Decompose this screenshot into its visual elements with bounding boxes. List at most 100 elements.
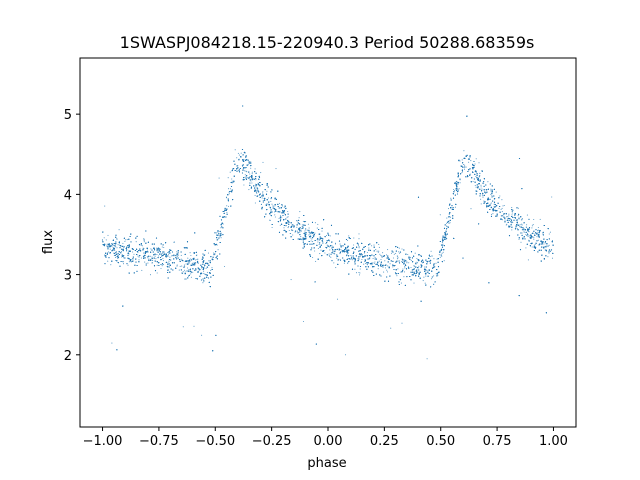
scatter-point — [195, 269, 197, 271]
scatter-point — [145, 262, 147, 264]
scatter-point — [164, 252, 166, 254]
scatter-point — [395, 252, 397, 254]
scatter-point — [217, 238, 219, 240]
scatter-point — [483, 183, 485, 185]
scatter-point — [246, 176, 248, 178]
scatter-point — [464, 164, 466, 166]
scatter-point — [425, 275, 427, 277]
scatter-point — [192, 271, 194, 273]
scatter-point — [304, 230, 306, 232]
scatter-point — [197, 258, 199, 260]
scatter-point — [117, 244, 119, 246]
scatter-point — [193, 325, 195, 327]
scatter-point — [168, 262, 170, 264]
scatter-point — [532, 224, 534, 226]
scatter-point — [175, 254, 177, 256]
scatter-point — [137, 255, 139, 257]
scatter-point — [449, 216, 452, 218]
scatter-point — [520, 241, 522, 243]
scatter-point — [401, 248, 403, 250]
scatter-point — [161, 265, 163, 267]
scatter-point — [378, 260, 380, 262]
scatter-point — [470, 160, 472, 162]
scatter-point — [115, 246, 117, 248]
scatter-point — [537, 226, 539, 229]
scatter-point — [272, 205, 274, 207]
scatter-point — [443, 260, 445, 262]
scatter-point — [383, 271, 385, 273]
scatter-point — [396, 255, 398, 257]
scatter-point — [213, 252, 215, 254]
scatter-point — [311, 233, 313, 235]
scatter-point — [155, 258, 157, 260]
scatter-point — [384, 267, 387, 269]
scatter-point — [392, 251, 394, 253]
scatter-point — [386, 271, 389, 273]
scatter-point — [431, 278, 433, 280]
scatter-point — [243, 158, 245, 160]
scatter-point — [551, 257, 554, 259]
scatter-point — [251, 171, 253, 173]
scatter-point — [472, 180, 474, 183]
scatter-point — [413, 265, 415, 267]
scatter-point — [231, 178, 233, 180]
scatter-point — [518, 238, 520, 240]
scatter-point — [490, 188, 492, 190]
scatter-point — [381, 256, 383, 258]
scatter-point — [109, 248, 111, 250]
scatter-point — [245, 170, 247, 172]
scatter-point — [526, 232, 529, 235]
scatter-point — [125, 239, 127, 241]
scatter-point — [122, 242, 124, 244]
scatter-point — [330, 256, 332, 258]
scatter-point — [463, 150, 465, 152]
scatter-point — [167, 253, 170, 255]
scatter-point — [339, 253, 341, 255]
scatter-point — [380, 258, 382, 261]
scatter-point — [310, 237, 312, 239]
scatter-point — [355, 272, 358, 274]
scatter-point — [365, 262, 367, 265]
scatter-point — [449, 222, 451, 224]
scatter-point — [358, 238, 360, 240]
scatter-point — [325, 246, 327, 248]
scatter-point — [417, 267, 420, 269]
scatter-point — [173, 254, 175, 256]
scatter-point — [182, 260, 184, 262]
scatter-point — [453, 188, 455, 191]
scatter-point — [190, 276, 192, 278]
scatter-point — [201, 267, 203, 269]
scatter-point — [223, 265, 226, 268]
scatter-point — [347, 262, 349, 264]
scatter-point — [532, 236, 534, 238]
scatter-point — [481, 182, 484, 184]
scatter-point — [141, 245, 143, 247]
scatter-point — [223, 211, 225, 213]
scatter-point — [315, 260, 317, 262]
scatter-point — [262, 161, 264, 163]
scatter-point — [227, 177, 229, 179]
scatter-point — [143, 252, 145, 254]
scatter-point — [459, 160, 461, 162]
scatter-point — [220, 232, 222, 234]
scatter-point — [390, 327, 392, 329]
scatter-point — [287, 227, 289, 229]
scatter-point — [206, 271, 208, 273]
scatter-point — [498, 207, 500, 209]
scatter-point — [416, 257, 418, 260]
scatter-point — [376, 250, 378, 252]
scatter-point — [338, 258, 340, 260]
scatter-point — [147, 262, 149, 264]
scatter-point — [382, 252, 384, 254]
scatter-point — [508, 213, 510, 215]
scatter-point — [500, 208, 502, 210]
scatter-point — [358, 274, 361, 276]
scatter-point — [196, 258, 198, 261]
scatter-point — [270, 198, 272, 200]
scatter-point — [314, 250, 316, 252]
scatter-point — [437, 274, 439, 276]
scatter-point — [419, 254, 421, 256]
scatter-point — [176, 255, 178, 257]
scatter-point — [378, 243, 380, 245]
scatter-point — [290, 279, 292, 281]
